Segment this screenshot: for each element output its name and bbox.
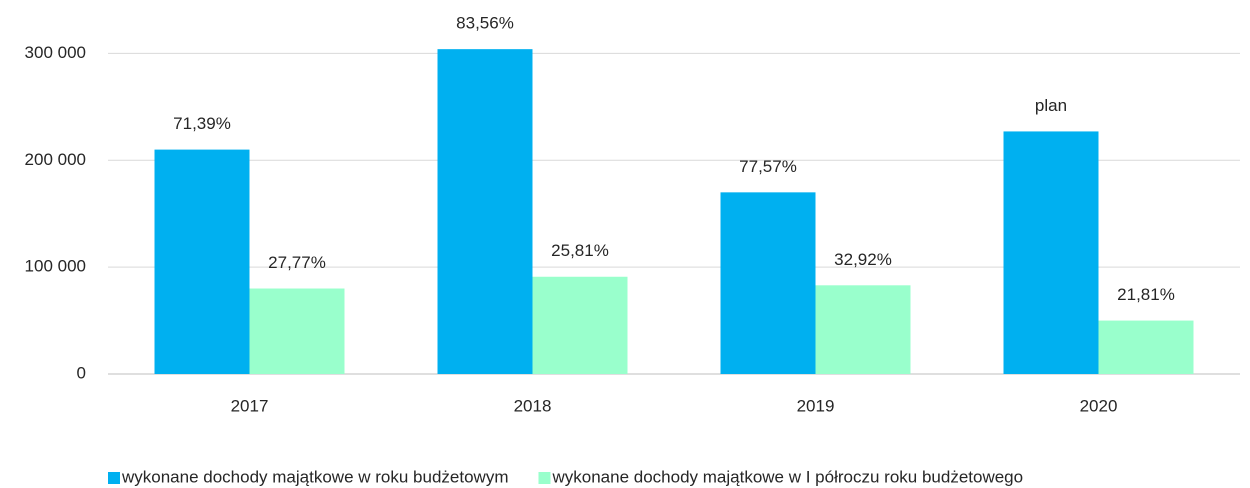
bar-label: 27,77%: [268, 253, 326, 272]
bar: [720, 192, 816, 374]
bar-label: plan: [1035, 96, 1067, 115]
bar-label: 77,57%: [739, 157, 797, 176]
bar-label: 71,39%: [173, 114, 231, 133]
bar: [532, 276, 628, 374]
x-tick-label: 2017: [231, 396, 269, 415]
bar-label: 83,56%: [456, 14, 514, 33]
x-tick-label: 2020: [1080, 396, 1118, 415]
legend-label: wykonane dochody majątkowe w I półroczu …: [551, 467, 1023, 486]
legend-swatch: [538, 472, 551, 484]
y-tick-label: 300 000: [25, 43, 86, 62]
bar: [1003, 131, 1099, 374]
y-tick-label: 0: [77, 363, 86, 382]
x-tick-label: 2019: [797, 396, 835, 415]
y-tick-label: 100 000: [25, 257, 86, 276]
x-tick-label: 2018: [514, 396, 552, 415]
legend-label: wykonane dochody majątkowe w roku budżet…: [121, 467, 508, 486]
bar-label: 32,92%: [834, 250, 892, 269]
bar: [437, 49, 533, 374]
bar: [815, 285, 911, 374]
y-tick-label: 200 000: [25, 150, 86, 169]
bar-label: 25,81%: [551, 241, 609, 260]
bar: [154, 149, 250, 374]
bar: [249, 288, 345, 374]
bar: [1098, 320, 1194, 374]
legend-swatch: [108, 472, 120, 484]
bar-label: 21,81%: [1117, 285, 1175, 304]
